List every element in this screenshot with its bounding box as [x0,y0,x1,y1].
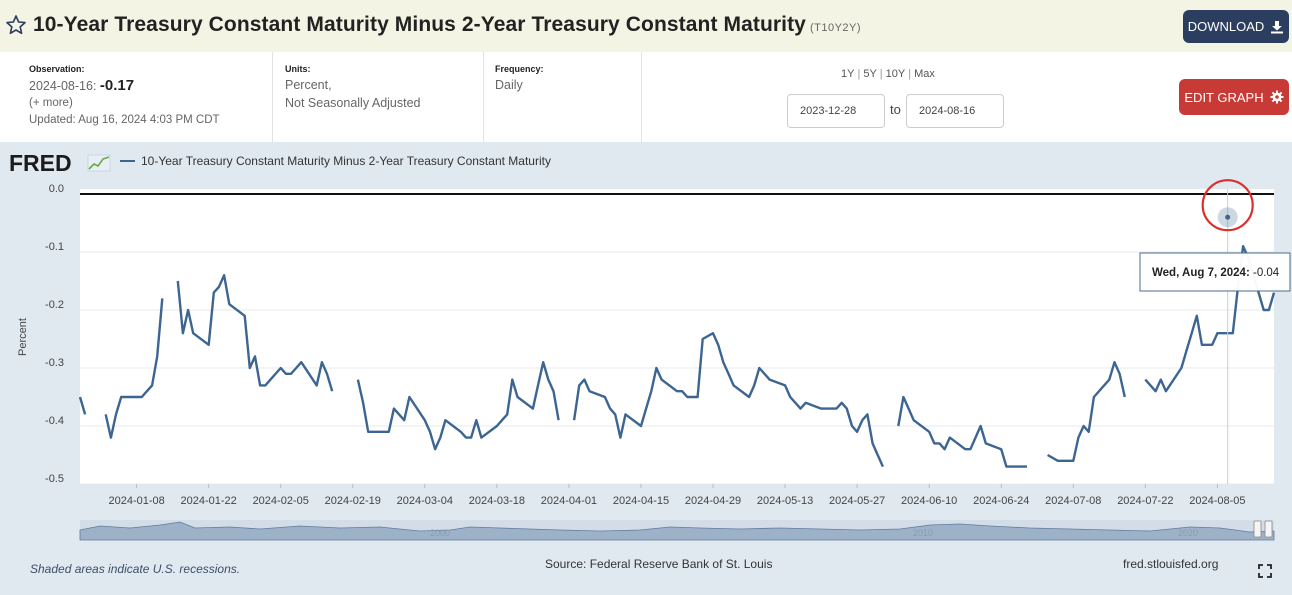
units-label: Units: [285,64,311,74]
series-title: 10-Year Treasury Constant Maturity Minus… [33,13,806,36]
fullscreen-icon[interactable] [1258,564,1272,578]
range-5y[interactable]: 5Y [863,68,877,80]
x-tick-label: 2024-06-24 [973,495,1029,507]
legend-label: 10-Year Treasury Constant Maturity Minus… [141,154,551,168]
range-separator: | [908,68,912,80]
observation-label: Observation: [29,64,85,74]
series-line-segment [897,395,1027,468]
info-divider [641,52,642,142]
plot-area [80,189,1274,484]
x-tick-label: 2024-02-05 [253,495,309,507]
source-text: Source: Federal Reserve Bank of St. Loui… [545,557,773,571]
more-observations-link[interactable]: (+ more) [29,97,73,109]
x-tick-label: 2024-03-18 [469,495,525,507]
navigator-handle-left[interactable] [1253,520,1262,538]
to-label: to [890,102,901,117]
range-1y[interactable]: 1Y [841,68,855,80]
highlight-circle [1201,179,1254,232]
tooltip-value: -0.04 [1253,267,1280,279]
x-tick-label: 2024-01-22 [181,495,237,507]
updated-line: Updated: Aug 16, 2024 4:03 PM CDT [29,111,271,129]
y-tick-label: -0.3 [45,357,64,369]
page-title: 10-Year Treasury Constant Maturity Minus… [33,13,861,37]
y-tick-label: 0.0 [49,183,64,195]
start-date-input[interactable]: 2023-12-28 [787,94,885,128]
hover-layer: Wed, Aug 7, 2024: -0.04 [1139,179,1291,484]
observation-block: Observation: 2024-08-16: -0.17 (+ more) … [29,52,271,142]
frequency-label: Frequency: [495,64,544,74]
navigator-label-2000: 2000 [430,528,450,538]
y-tick-label: -0.2 [45,299,64,311]
download-icon [1271,20,1284,33]
tooltip-text: Wed, Aug 7, 2024: -0.04 [1152,267,1280,279]
info-bar: Observation: 2024-08-16: -0.17 (+ more) … [0,52,1292,142]
range-max[interactable]: Max [914,68,935,80]
x-tick-label: 2024-01-08 [108,495,164,507]
x-tick-label: 2024-08-05 [1189,495,1245,507]
x-tick-label: 2024-07-22 [1117,495,1173,507]
tooltip-box [1139,252,1291,292]
download-button[interactable]: DOWNLOAD [1183,10,1289,43]
x-tick-label: 2024-04-15 [613,495,669,507]
series-line-segment [176,273,334,392]
site-link[interactable]: fred.stlouisfed.org [1123,557,1219,571]
x-tick-labels: 2024-01-08 2024-01-22 2024-02-05 2024-02-19… [108,484,1246,507]
series-line-segment [104,298,164,439]
gear-icon [1270,90,1284,104]
units-line1: Percent, [285,78,332,92]
y-tick-labels: 0.0 -0.1 -0.2 -0.3 -0.4 -0.5 [45,183,64,485]
x-tick-label: 2024-07-08 [1045,495,1101,507]
range-navigator[interactable]: 2000 2010 2020 [79,520,1275,541]
observation-date: 2024-08-16: [29,79,97,93]
download-label: DOWNLOAD [1187,19,1265,34]
x-tick-label: 2024-05-13 [757,495,813,507]
fred-logo: FRED [9,150,72,176]
fred-logo-chart-icon [87,154,111,172]
star-icon[interactable] [4,13,28,37]
end-date-input[interactable]: 2024-08-16 [906,94,1004,128]
series-line-segment [572,331,884,468]
series-id: (T10Y2Y) [809,22,862,34]
series-line-segment [1047,360,1126,462]
observation-value-line: 2024-08-16: -0.17 [29,77,271,95]
x-tick-label: 2024-05-27 [829,495,885,507]
updated-value: Aug 16, 2024 4:03 PM CDT [78,114,220,126]
y-tick-label: -0.5 [45,473,64,485]
observation-value: -0.17 [99,77,135,94]
units-block: Units: Percent, Not Seasonally Adjusted [272,52,484,142]
y-tick-label: -0.1 [45,241,64,253]
series-line-segment [356,360,560,451]
x-tick-label: 2024-06-10 [901,495,957,507]
x-tick-label: 2024-04-01 [541,495,597,507]
range-separator: | [857,68,861,80]
navigator-label-2010: 2010 [913,528,933,538]
navigator-handle-right[interactable] [1264,520,1273,538]
x-tick-label: 2024-02-19 [325,495,381,507]
y-axis-label: Percent [17,318,29,356]
tooltip-date: Wed, Aug 7, 2024: [1152,267,1253,279]
x-tick-label: 2024-03-04 [397,495,453,507]
edit-graph-button[interactable]: EDIT GRAPH [1179,79,1289,115]
y-tick-label: -0.4 [45,415,64,427]
edit-graph-label: EDIT GRAPH [1184,89,1264,105]
updated-label: Updated: [29,114,76,126]
frequency-value: Daily [495,78,523,92]
title-bar: 10-Year Treasury Constant Maturity Minus… [0,0,1292,52]
x-tick-label: 2024-04-29 [685,495,741,507]
series-line-segment [78,396,87,415]
range-selector: 1Y | 5Y | 10Y | Max [841,68,935,80]
grid-lines [80,193,1274,485]
units-line2: Not Seasonally Adjusted [285,96,421,110]
recession-note: Shaded areas indicate U.S. recessions. [30,562,241,576]
line-chart[interactable]: FRED 10-Year Treasury Constant Maturity … [0,142,1292,595]
navigator-label-2020: 2020 [1178,528,1198,538]
frequency-block: Frequency: Daily [483,52,642,142]
navigator-series [79,521,1275,541]
hover-point [1225,214,1231,220]
range-10y[interactable]: 10Y [885,68,906,80]
chart-panel: FRED 10-Year Treasury Constant Maturity … [0,142,1292,595]
range-separator: | [879,68,883,80]
